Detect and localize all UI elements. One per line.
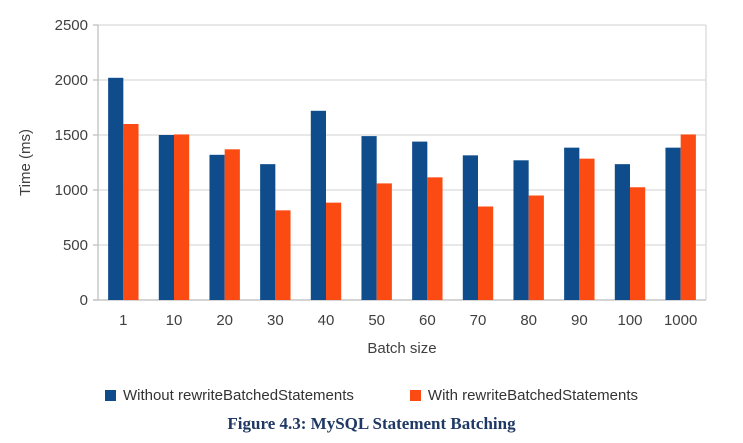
bar-series0-batch-20 <box>209 154 225 300</box>
x-tick-label: 20 <box>216 312 233 329</box>
bar-series1-batch-80 <box>528 195 544 300</box>
bar-series0-batch-10 <box>158 135 174 300</box>
x-tick-label: 40 <box>318 312 335 329</box>
bar-series1-batch-1000 <box>680 134 696 300</box>
x-tick-label: 100 <box>617 312 642 329</box>
bar-series0-batch-80 <box>513 160 529 300</box>
bar-series1-batch-1 <box>123 124 139 300</box>
y-tick-label: 0 <box>80 292 88 309</box>
x-tick-label: 30 <box>267 312 284 329</box>
bar-series1-batch-50 <box>376 183 392 300</box>
y-axis-title: Time (ms) <box>17 129 34 196</box>
legend-label-without-rewrite: Without rewriteBatchedStatements <box>122 387 354 404</box>
bar-series1-batch-20 <box>224 149 240 300</box>
x-tick-label: 50 <box>368 312 385 329</box>
bar-series1-batch-30 <box>275 210 291 300</box>
chart-legend: Without rewriteBatchedStatements With re… <box>0 387 743 404</box>
bar-series0-batch-1 <box>108 77 124 300</box>
bar-series1-batch-40 <box>326 202 342 300</box>
bar-series0-batch-70 <box>462 155 478 300</box>
x-tick-label: 90 <box>571 312 588 329</box>
legend-item-without-rewrite: Without rewriteBatchedStatements <box>104 387 354 404</box>
legend-item-with-rewrite: With rewriteBatchedStatements <box>409 387 639 404</box>
bar-chart: 0 500 1000 1500 2000 2500 1 10 20 30 40 50 60 70 80 90 1… <box>17 17 707 357</box>
bar-series1-batch-70 <box>478 206 494 300</box>
y-tick-label: 2000 <box>55 72 88 89</box>
legend-label-with-rewrite: With rewriteBatchedStatements <box>427 387 639 404</box>
bar-series0-batch-90 <box>564 147 580 300</box>
bar-series1-batch-60 <box>427 177 443 300</box>
bar-series0-batch-100 <box>614 164 630 300</box>
x-tick-label: 80 <box>520 312 537 329</box>
legend-swatch-orange-icon <box>409 390 421 401</box>
y-tick-label: 1000 <box>55 182 88 199</box>
bar-series0-batch-50 <box>361 136 377 300</box>
y-tick-label: 2500 <box>55 17 88 34</box>
bar-series1-batch-100 <box>630 187 646 300</box>
y-tick-label: 500 <box>63 237 88 254</box>
bar-series0-batch-40 <box>310 110 326 300</box>
x-axis-title: Batch size <box>367 340 436 357</box>
x-tick-label: 1000 <box>664 312 697 329</box>
bar-series1-batch-10 <box>174 134 190 300</box>
x-tick-label: 1 <box>119 312 127 329</box>
bar-series0-batch-60 <box>412 141 428 300</box>
x-tick-label: 60 <box>419 312 436 329</box>
x-tick-label: 10 <box>166 312 183 329</box>
bar-series1-batch-90 <box>579 158 595 300</box>
y-tick-label: 1500 <box>55 127 88 144</box>
bar-series0-batch-30 <box>260 164 276 300</box>
bar-series0-batch-1000 <box>665 147 681 300</box>
figure-caption: Figure 4.3: MySQL Statement Batching <box>227 414 516 433</box>
x-tick-label: 70 <box>470 312 487 329</box>
legend-swatch-blue-icon <box>104 390 116 401</box>
